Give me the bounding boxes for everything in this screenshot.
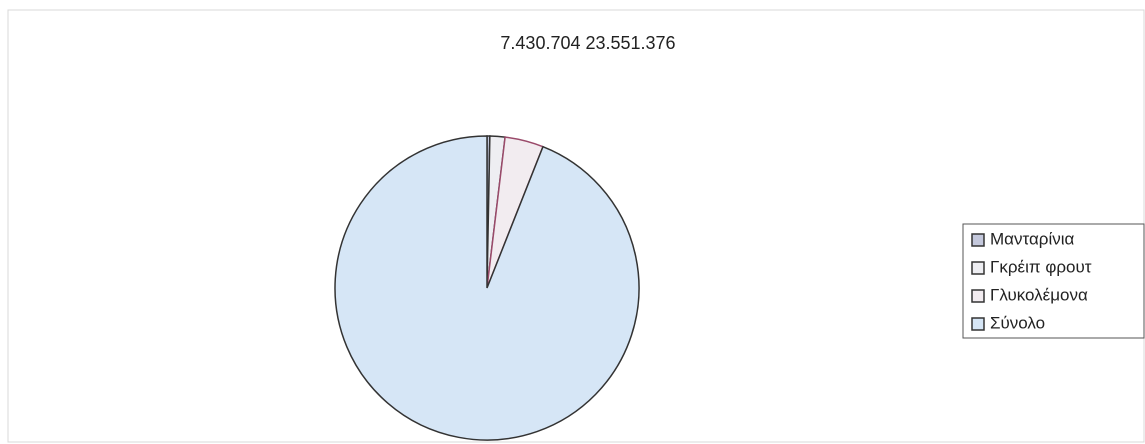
legend-swatch [971,261,985,275]
chart-title: 7.430.704 23.551.376 [500,33,675,53]
legend-swatch [971,317,985,331]
legend-label: Γλυκολέμονα [990,285,1088,304]
legend-label: Μανταρίνια [990,229,1075,248]
legend-swatch [971,233,985,247]
legend-swatch [971,289,985,303]
legend-label: Γκρέιπ φρουτ [990,257,1092,276]
legend-label: Σύνολο [990,313,1045,332]
legend-box [962,223,1145,339]
pie-slice [334,135,640,441]
